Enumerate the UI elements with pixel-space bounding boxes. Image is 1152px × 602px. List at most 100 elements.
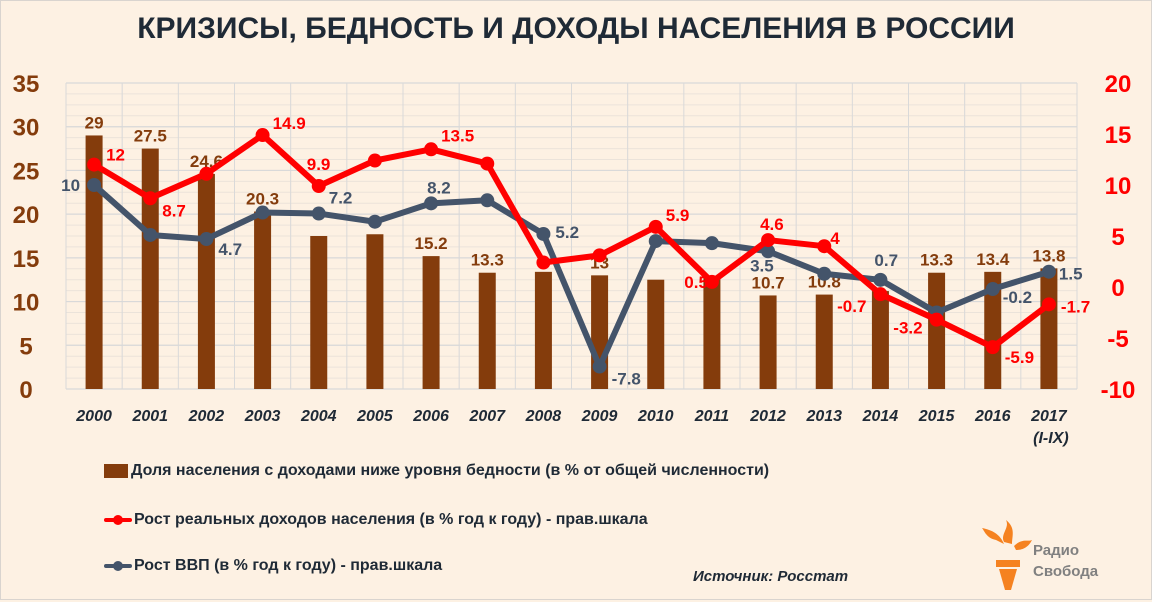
income-marker (817, 239, 832, 254)
x-axis-tick: 2012 (749, 408, 786, 425)
left-axis-tick: 0 (19, 377, 32, 404)
gdp-data-label: 0.7 (874, 251, 898, 270)
x-axis-tick: 2016 (974, 408, 1011, 425)
income-data-label: -3.2 (893, 319, 922, 338)
left-axis-tick: 25 (13, 158, 40, 185)
income-data-label: 13.5 (441, 126, 474, 145)
income-marker (199, 166, 214, 181)
gdp-marker (199, 232, 214, 247)
gdp-data-label: -7.8 (612, 370, 641, 389)
right-axis-tick: 15 (1105, 122, 1132, 149)
gdp-line (92, 182, 1050, 370)
legend-label-gdp: Рост ВВП (в % год к году) - прав.шкала (134, 557, 443, 574)
bar-data-label: 13.3 (920, 251, 953, 270)
left-axis-tick: 30 (13, 115, 40, 142)
bar-data-label: 20.3 (246, 190, 279, 209)
income-line (92, 132, 1051, 351)
income-marker (648, 219, 663, 234)
gdp-marker (480, 193, 495, 208)
gdp-marker (1041, 264, 1056, 279)
x-axis-tick: 2003 (244, 408, 281, 425)
gdp-marker (817, 266, 832, 281)
left-axis-tick: 35 (13, 71, 40, 98)
gdp-data-label: 4.7 (218, 240, 242, 259)
bar (85, 135, 103, 389)
gray-line-marker-icon (104, 559, 132, 573)
bar (141, 148, 159, 389)
bar-data-label: 27.5 (134, 127, 167, 146)
bar-data-label: 13.4 (976, 250, 1010, 269)
bar (1040, 268, 1058, 389)
bar (478, 272, 496, 389)
right-axis-tick: -10 (1101, 377, 1136, 404)
bar (871, 291, 889, 389)
income-marker (143, 191, 158, 206)
right-axis-tick: 10 (1105, 173, 1132, 200)
bar (928, 272, 946, 389)
income-data-label: 14.9 (273, 114, 306, 133)
bar-data-label: 10.7 (752, 273, 785, 292)
bar-swatch-icon (104, 464, 128, 478)
income-data-label: -5.9 (1005, 348, 1034, 367)
bar (422, 256, 440, 389)
gdp-marker (873, 272, 888, 287)
income-marker (704, 274, 719, 289)
income-data-label: -1.7 (1061, 297, 1090, 316)
income-marker (1041, 297, 1056, 312)
bar (366, 234, 384, 389)
left-axis-tick: 20 (13, 202, 40, 229)
bar (984, 271, 1002, 389)
legend-label-income: Рост реальных доходов населения (в % год… (134, 511, 648, 528)
income-marker (592, 248, 607, 263)
legend-item-income: Рост реальных доходов населения (в % год… (104, 511, 648, 529)
legend-item-poverty: Доля населения с доходами ниже уровня бе… (104, 462, 769, 480)
bar (197, 173, 215, 389)
logo-text: Радио Свобода (1033, 540, 1098, 582)
income-marker (761, 233, 776, 248)
x-axis-tick: 2007 (468, 408, 506, 425)
torch-icon (982, 520, 1032, 590)
income-data-label: 9.9 (307, 155, 331, 174)
x-axis-tick: 2005 (356, 408, 394, 425)
x-axis-tick: 2015 (918, 408, 956, 425)
x-axis-tick: 2006 (412, 408, 449, 425)
bar-data-label: 13.8 (1032, 246, 1065, 265)
income-data-label: -0.7 (837, 297, 866, 316)
income-data-label: 5.9 (666, 206, 690, 225)
gdp-marker (311, 206, 326, 221)
income-marker (536, 255, 551, 270)
gdp-marker (87, 178, 102, 192)
gdp-data-label: 5.2 (555, 223, 579, 242)
gdp-marker (592, 359, 607, 374)
income-data-label: 8.7 (162, 201, 186, 220)
x-axis-tick: 2001 (131, 408, 168, 425)
bar (254, 211, 272, 389)
x-axis-tick: 2010 (637, 408, 674, 425)
gdp-marker (424, 196, 439, 211)
bar (647, 279, 665, 389)
income-marker (424, 142, 439, 157)
chart-title: КРИЗИСЫ, БЕДНОСТЬ И ДОХОДЫ НАСЕЛЕНИЯ В Р… (137, 12, 1015, 45)
right-axis-tick: 20 (1105, 71, 1132, 98)
red-line-marker-icon (104, 513, 132, 527)
gdp-marker (985, 282, 1000, 297)
logo-line1: Радио (1033, 542, 1080, 559)
bar (815, 294, 833, 389)
left-axis-tick: 10 (13, 290, 40, 317)
income-data-label: 4.6 (760, 215, 784, 234)
left-axis-tick: 15 (13, 246, 40, 273)
gdp-data-label: 10 (61, 176, 80, 195)
x-axis-tick: 2013 (805, 408, 842, 425)
income-data-label: 0.5 (684, 273, 708, 292)
gdp-data-label: 1.5 (1059, 265, 1083, 284)
x-axis-tick: 2009 (581, 408, 618, 425)
income-marker (929, 312, 944, 327)
x-axis-tick: 2000 (75, 408, 112, 425)
income-data-label: 12 (106, 146, 125, 165)
x-axis-tick: 2008 (525, 408, 562, 425)
gdp-marker (704, 236, 719, 251)
x-axis-tick: 2011 (694, 408, 730, 425)
right-axis-tick: 5 (1111, 224, 1124, 251)
gdp-marker (255, 205, 270, 220)
